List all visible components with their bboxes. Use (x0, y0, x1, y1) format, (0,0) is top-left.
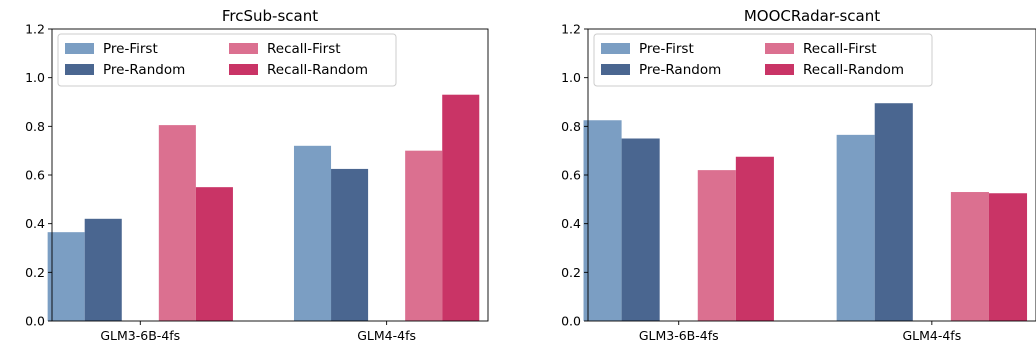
chart-panel-2: MOOCRadar-scant 0.0 0.2 0.4 0.6 0.8 1.0 1.2 GLM3… (561, 7, 1036, 343)
bar-pre-first-glm4-4fs (836, 134, 875, 321)
bar-recall-first-glm4-4fs (405, 150, 443, 321)
legend-swatch (765, 64, 794, 75)
legend-label: Recall-First (267, 41, 341, 57)
bar-recall-first-glm3-6b-4fs (697, 170, 736, 321)
legend-swatch (229, 64, 258, 75)
legend-swatch (229, 43, 258, 54)
y-tick-label: 1.0 (561, 70, 581, 85)
y-tick-label: 0.8 (561, 119, 581, 134)
y-tick-label: 0.2 (25, 265, 45, 280)
x-tick-label: GLM4-4fs (902, 328, 961, 343)
y-tick-label: 0.6 (25, 168, 45, 183)
bar-recall-random-glm4-4fs (442, 94, 480, 321)
legend-label: Recall-Random (803, 62, 904, 78)
legend-swatch (65, 43, 94, 54)
legend-label: Pre-Random (639, 62, 721, 78)
chart-panel-1: FrcSub-scant 0.0 0.2 0.4 0.6 0.8 1.0 1.2 GLM3-6B… (25, 7, 489, 343)
bar-pre-random-glm3-6b-4fs (621, 138, 660, 321)
legend-swatch (765, 43, 794, 54)
x-tick-label: GLM3-6B-4fs (100, 328, 180, 343)
x-tick-label: GLM4-4fs (357, 328, 416, 343)
chart-title: MOOCRadar-scant (744, 7, 880, 25)
legend-swatch (601, 64, 630, 75)
legend-box (593, 33, 933, 87)
y-tick-label: 0.6 (561, 168, 581, 183)
y-tick-label: 0.4 (561, 216, 581, 231)
legend-label: Recall-First (803, 41, 877, 57)
y-tick-label: 1.2 (561, 22, 581, 37)
chart-title: FrcSub-scant (222, 7, 318, 25)
bar-recall-random-glm3-6b-4fs (735, 156, 774, 321)
y-tick-label: 1.0 (25, 70, 45, 85)
bar-recall-random-glm3-6b-4fs (195, 187, 233, 321)
y-tick-label: 1.2 (25, 22, 45, 37)
bar-pre-first-glm3-6b-4fs (583, 120, 622, 321)
legend-label: Pre-Random (103, 62, 185, 78)
bar-pre-first-glm3-6b-4fs (47, 232, 85, 321)
legend-swatch (601, 43, 630, 54)
legend-box (57, 33, 397, 87)
y-tick-label: 0.2 (561, 265, 581, 280)
bar-pre-random-glm3-6b-4fs (84, 218, 122, 321)
x-tick-label: GLM3-6B-4fs (639, 328, 719, 343)
bar-pre-random-glm4-4fs (874, 103, 913, 321)
y-tick-label: 0.4 (25, 216, 45, 231)
legend-label: Pre-First (639, 41, 694, 57)
bar-recall-first-glm4-4fs (950, 192, 989, 321)
legend-swatch (65, 64, 94, 75)
bar-recall-first-glm3-6b-4fs (158, 125, 196, 322)
bar-pre-first-glm4-4fs (293, 145, 332, 321)
bar-pre-random-glm4-4fs (331, 168, 369, 321)
legend-label: Recall-Random (267, 62, 368, 78)
legend: Pre-First Pre-Random Recall-First Recall-Ra… (57, 33, 397, 87)
legend: Pre-First Pre-Random Recall-First Recall-Ra… (593, 33, 933, 87)
legend-label: Pre-First (103, 41, 158, 57)
y-tick-label: 0.0 (25, 314, 45, 329)
y-tick-label: 0.0 (561, 314, 581, 329)
y-tick-label: 0.8 (25, 119, 45, 134)
bar-recall-random-glm4-4fs (988, 193, 1028, 321)
